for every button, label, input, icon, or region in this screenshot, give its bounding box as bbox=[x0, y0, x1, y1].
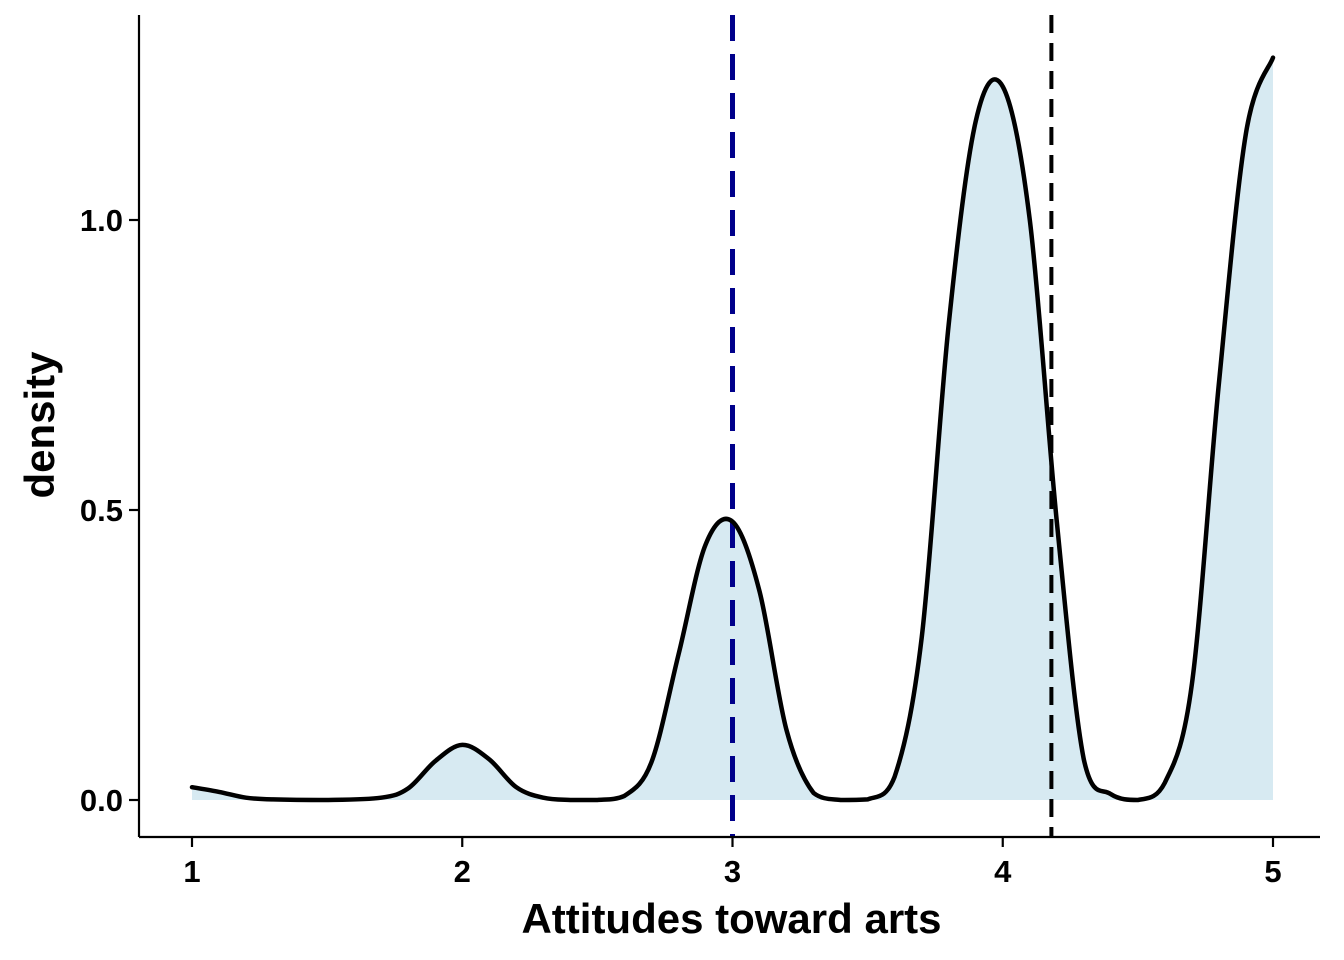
x-axis-ticks: 1 2 3 4 5 bbox=[183, 837, 1282, 889]
y-tick-label: 0.5 bbox=[80, 493, 123, 528]
y-axis-title: density bbox=[16, 351, 63, 499]
x-tick-label: 5 bbox=[1264, 854, 1281, 889]
x-axis-title: Attitudes toward arts bbox=[521, 895, 941, 942]
x-tick-label: 1 bbox=[183, 854, 200, 889]
y-tick-label: 1.0 bbox=[80, 203, 123, 238]
reference-lines bbox=[730, 15, 1054, 837]
x-tick-label: 3 bbox=[724, 854, 741, 889]
plot-panel bbox=[189, 15, 1276, 837]
x-tick-label: 4 bbox=[994, 854, 1012, 889]
x-tick-label: 2 bbox=[454, 854, 471, 889]
density-area-fill bbox=[192, 57, 1273, 801]
y-tick-label: 0.0 bbox=[80, 783, 123, 818]
y-axis-ticks: 0.0 0.5 1.0 bbox=[80, 203, 139, 818]
density-curve-line bbox=[189, 55, 1276, 803]
